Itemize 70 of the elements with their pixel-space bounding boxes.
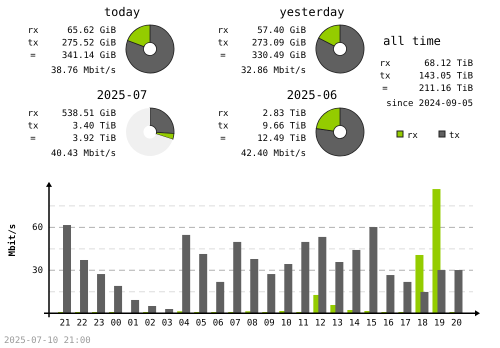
text: 211.16 TiB <box>418 84 473 94</box>
x-tick-label: 07 <box>230 318 241 328</box>
x-tick-label: 19 <box>434 318 445 328</box>
text: = <box>220 134 226 144</box>
x-tick-label: 23 <box>94 318 104 328</box>
text: 275.52 GiB <box>62 38 116 48</box>
x-tick-label: 22 <box>76 318 88 328</box>
text: 2025-07-10 21:00 <box>4 336 91 346</box>
text: = <box>30 51 36 61</box>
text: 57.40 GiB <box>257 26 306 36</box>
text: tx <box>380 72 391 82</box>
x-tick-label: 16 <box>382 318 394 328</box>
text: 38.76 Mbit/s <box>50 66 116 76</box>
x-tick-label: 04 <box>178 318 190 328</box>
text: 65.62 GiB <box>67 26 116 36</box>
chart-title: yesterday <box>279 5 345 19</box>
text: 42.40 Mbit/s <box>240 149 306 159</box>
text: 3.92 TiB <box>72 134 116 144</box>
x-tick-label: 14 <box>348 318 360 328</box>
text: 538.51 GiB <box>62 109 116 119</box>
y-tick-label: 30 <box>32 266 43 276</box>
legend-label: tx <box>449 131 460 141</box>
chart-title: today <box>104 5 140 19</box>
text: 341.14 GiB <box>62 51 116 61</box>
x-tick-label: 21 <box>60 318 70 328</box>
x-tick-label: 05 <box>196 318 207 328</box>
text: tx <box>218 38 229 48</box>
x-tick-label: 08 <box>246 318 258 328</box>
x-tick-label: 02 <box>144 318 156 328</box>
text: rx <box>218 109 229 119</box>
text: = <box>220 51 226 61</box>
legend-label: rx <box>407 131 418 141</box>
text: 330.49 GiB <box>252 51 306 61</box>
x-tick-label: 09 <box>264 318 275 328</box>
text: rx <box>218 26 229 36</box>
text: 12.49 TiB <box>257 134 306 144</box>
text: tx <box>28 38 39 48</box>
text: 9.66 TiB <box>262 122 306 132</box>
x-tick-label: 12 <box>314 318 326 328</box>
x-tick-label: 20 <box>451 318 462 328</box>
x-tick-label: 17 <box>400 318 411 328</box>
text: 2.83 TiB <box>262 109 306 119</box>
text: rx <box>28 109 39 119</box>
x-tick-label: 06 <box>212 318 224 328</box>
text: all time <box>383 34 441 48</box>
x-tick-label: 11 <box>298 318 309 328</box>
x-tick-label: 15 <box>366 318 377 328</box>
x-tick-label: 10 <box>280 318 292 328</box>
text: 143.05 TiB <box>418 72 473 82</box>
x-tick-label: 01 <box>128 318 139 328</box>
y-tick-label: 60 <box>32 223 43 234</box>
text: 40.43 Mbit/s <box>50 149 116 159</box>
x-tick-label: 03 <box>162 318 173 328</box>
text: rx <box>380 59 391 69</box>
y-axis-title: Mbit/s <box>7 224 18 256</box>
text: tx <box>28 122 39 132</box>
text: tx <box>218 122 229 132</box>
text: = <box>382 84 388 94</box>
x-tick-label: 13 <box>332 318 343 328</box>
text: since 2024-09-05 <box>386 99 473 109</box>
text: = <box>30 134 36 144</box>
x-tick-label: 00 <box>110 318 122 328</box>
text: 32.86 Mbit/s <box>240 66 306 76</box>
x-tick-label: 18 <box>417 318 428 328</box>
text: rx <box>28 26 39 36</box>
text: 68.12 TiB <box>424 59 473 69</box>
chart-title: 2025-06 <box>286 88 338 102</box>
text: 3.40 TiB <box>72 122 116 132</box>
text: 273.09 GiB <box>252 38 306 48</box>
chart-title: 2025-07 <box>96 88 148 102</box>
